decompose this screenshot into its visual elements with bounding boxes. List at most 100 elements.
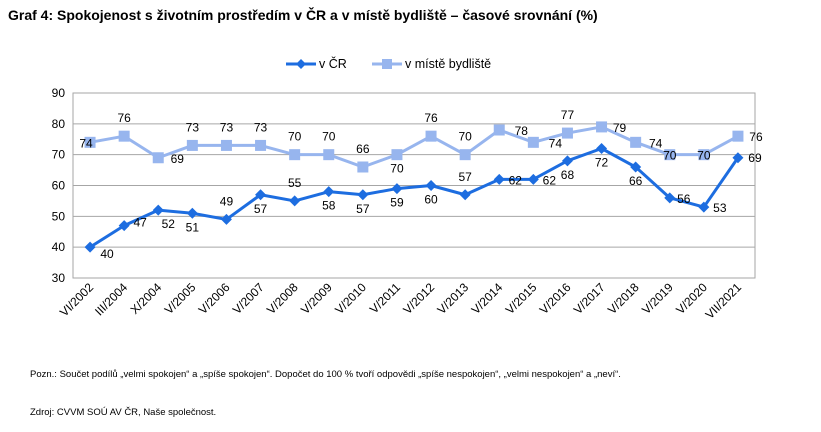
data-label-cr: 55 [288, 176, 302, 190]
data-label-misto: 70 [288, 130, 302, 144]
data-label-misto: 76 [749, 130, 763, 144]
data-label-misto: 70 [458, 130, 472, 144]
y-axis-ticks: 30 40 50 60 70 80 90 [52, 86, 66, 285]
data-label-misto: 69 [171, 152, 185, 166]
data-point-cr [630, 161, 642, 173]
data-point-cr [425, 180, 437, 191]
data-label-misto: 79 [613, 121, 627, 135]
y-tick-label: 80 [52, 117, 66, 131]
data-point-cr [732, 152, 744, 164]
data-point-cr [527, 173, 539, 185]
data-point-cr [664, 192, 676, 204]
x-tick-label: V/2006 [196, 280, 233, 317]
data-point-misto [289, 149, 301, 161]
gridlines [72, 92, 756, 279]
data-label-cr: 51 [186, 220, 200, 234]
y-tick-label: 70 [52, 148, 66, 162]
data-label-cr: 62 [543, 173, 557, 187]
data-label-misto: 73 [254, 120, 268, 134]
data-point-misto [664, 149, 676, 161]
data-label-cr: 72 [595, 156, 609, 170]
data-point-cr [459, 189, 471, 201]
data-point-misto [152, 152, 164, 164]
data-label-cr: 62 [509, 173, 523, 187]
data-point-cr [220, 213, 232, 225]
data-point-cr [391, 183, 403, 195]
data-point-misto [732, 130, 744, 142]
x-tick-label: III/2004 [92, 280, 130, 318]
x-tick-label: VII/2021 [703, 280, 745, 322]
series [84, 121, 744, 253]
data-point-misto [323, 149, 335, 161]
data-label-cr: 58 [322, 199, 336, 213]
y-tick-label: 50 [52, 209, 66, 223]
x-tick-label: V/2014 [469, 280, 506, 317]
data-point-misto [220, 139, 232, 151]
data-label-cr: 59 [390, 196, 404, 210]
x-tick-label: V/2019 [639, 280, 676, 317]
data-point-cr [698, 201, 710, 213]
data-point-misto [357, 161, 369, 173]
data-point-cr [561, 155, 573, 167]
series-line-misto [89, 125, 739, 169]
data-point-misto [698, 149, 710, 161]
x-tick-label: X/2004 [128, 280, 165, 317]
x-tick-label: V/2011 [367, 280, 403, 316]
x-tick-label: V/2009 [298, 280, 335, 317]
data-point-cr [118, 220, 130, 232]
data-point-misto [391, 149, 403, 161]
data-label-misto: 77 [561, 108, 575, 122]
data-label-misto: 76 [424, 111, 438, 125]
x-tick-label: VI/2002 [57, 280, 96, 319]
x-tick-label: V/2018 [605, 280, 642, 317]
y-tick-label: 30 [52, 271, 66, 285]
data-label-cr: 57 [356, 202, 370, 216]
x-tick-label: V/2008 [264, 280, 301, 317]
data-label-cr: 56 [677, 192, 691, 206]
data-point-misto [596, 121, 608, 133]
data-point-cr [493, 173, 505, 185]
data-point-cr [186, 207, 198, 219]
data-label-misto: 66 [356, 142, 370, 156]
data-label-misto: 74 [79, 136, 93, 150]
series-line-cr [89, 147, 740, 249]
data-point-misto [459, 149, 471, 161]
data-point-misto [630, 136, 642, 148]
data-point-misto [186, 139, 198, 151]
legend-item-misto-label: v místě bydliště [405, 57, 491, 71]
y-tick-label: 40 [52, 240, 66, 254]
x-tick-label: V/2017 [571, 280, 608, 317]
x-tick-label: V/2005 [162, 280, 199, 317]
data-point-misto [561, 127, 573, 139]
data-label-misto: 76 [117, 111, 131, 125]
data-point-misto [493, 124, 505, 136]
x-tick-label: V/2016 [537, 280, 574, 317]
data-point-cr [255, 189, 267, 201]
data-label-misto: 74 [649, 136, 663, 150]
data-label-cr: 66 [629, 174, 643, 188]
data-point-misto [84, 136, 96, 148]
data-label-misto: 78 [515, 124, 529, 138]
line-chart: v ČR v místě bydliště 30 40 50 60 70 80 90 VI/2… [52, 56, 763, 322]
data-label-misto: 74 [549, 136, 563, 150]
chart-title: Graf 4: Spokojenost s životním prostředí… [8, 7, 598, 23]
data-point-cr [84, 241, 96, 253]
data-label-cr: 69 [748, 151, 762, 165]
source-note: Zdroj: CVVM SOÚ AV ČR, Naše společnost. [30, 407, 217, 418]
data-label-misto: 70 [697, 149, 711, 163]
data-label-cr: 68 [561, 168, 575, 182]
data-point-misto [527, 136, 539, 148]
plot-border [72, 92, 756, 279]
x-tick-label: V/2013 [434, 280, 471, 317]
footnote: Pozn.: Součet podílů „velmi spokojen“ a … [30, 369, 621, 380]
data-point-cr [323, 186, 335, 198]
y-tick-label: 60 [52, 179, 66, 193]
data-label-misto: 70 [663, 149, 677, 163]
data-label-cr: 49 [220, 194, 234, 208]
data-label-cr: 53 [713, 201, 727, 215]
data-point-cr [596, 143, 608, 154]
legend-item-cr-label: v ČR [319, 56, 347, 71]
data-point-misto [118, 130, 130, 142]
data-point-cr [152, 204, 164, 216]
legend-item-cr-marker [296, 59, 306, 69]
